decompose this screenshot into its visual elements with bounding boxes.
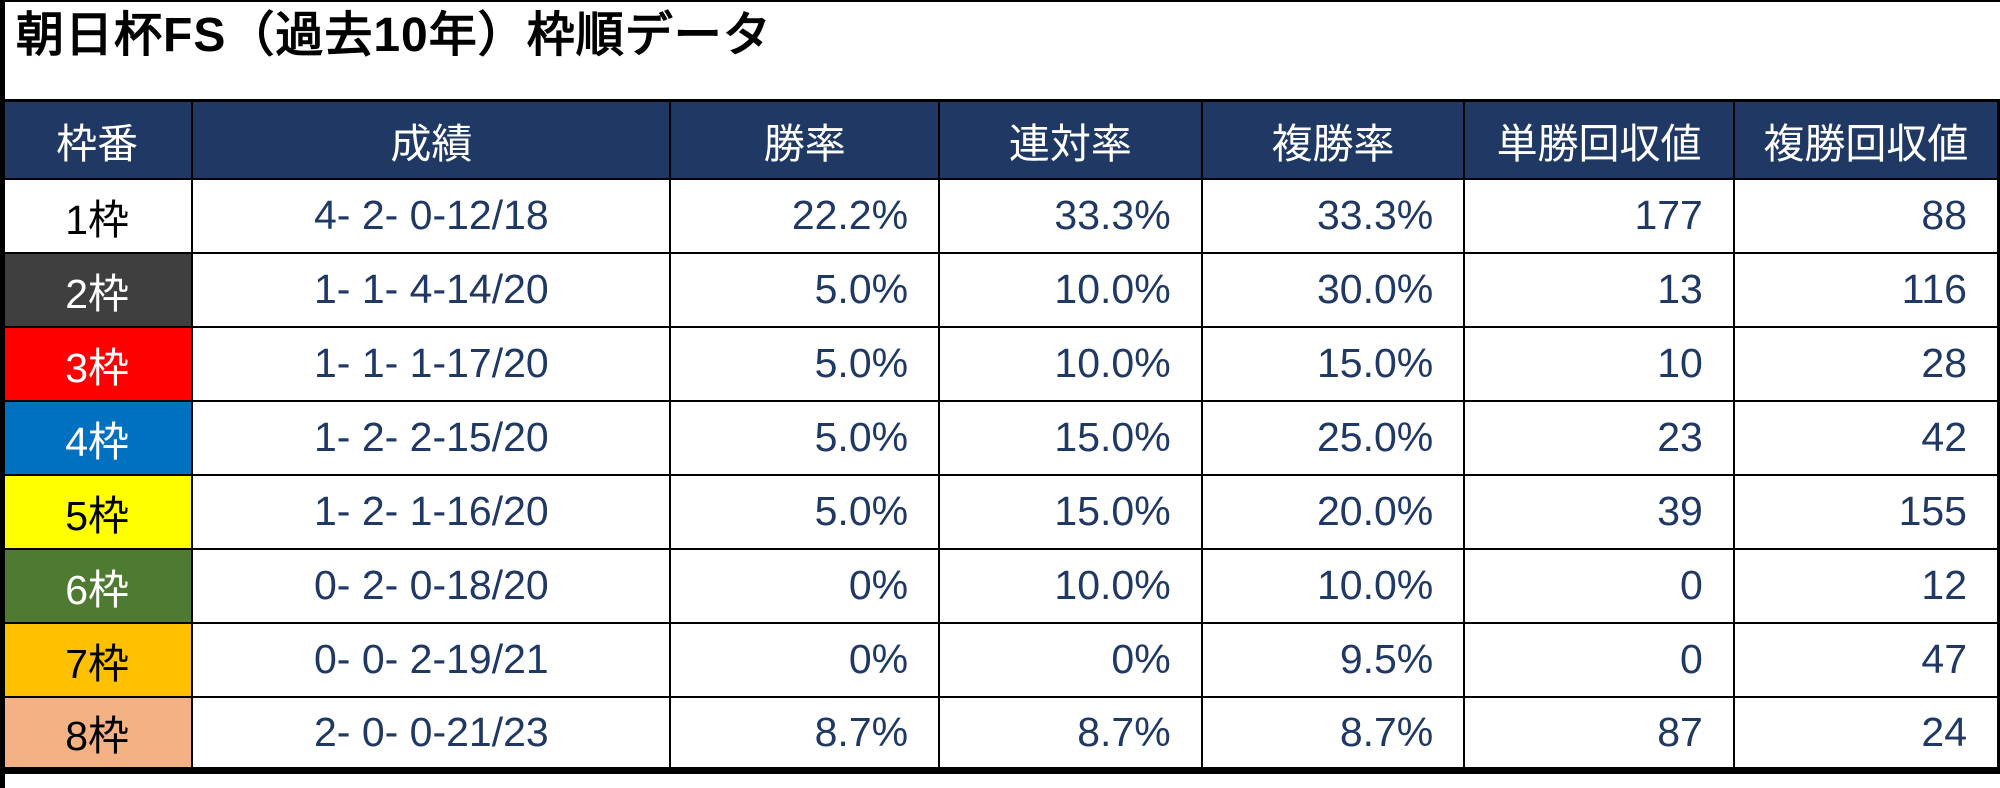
quinella-rate-cell: 15.0% <box>938 399 1203 476</box>
table-row: 5枠 1- 2- 1-16/20 5.0% 15.0% 20.0% 39 155 <box>0 473 2000 550</box>
quinella-rate-cell: 33.3% <box>938 177 1203 254</box>
record-cell: 1- 2- 2-15/20 <box>191 399 672 476</box>
show-rate-cell: 15.0% <box>1200 325 1466 402</box>
win-rate-cell: 5.0% <box>669 473 941 550</box>
show-rate-cell: 30.0% <box>1200 251 1466 328</box>
page-title: 朝日杯FS（過去10年）枠順データ <box>16 9 772 62</box>
show-payback-cell: 88 <box>1732 177 2000 254</box>
col-header-win-rate: 勝率 <box>669 99 941 180</box>
col-header-quinella-rate: 連対率 <box>938 99 1203 180</box>
show-payback-cell: 116 <box>1732 251 2000 328</box>
win-payback-cell: 23 <box>1463 399 1735 476</box>
win-rate-cell: 22.2% <box>669 177 941 254</box>
win-payback-cell: 10 <box>1463 325 1735 402</box>
win-payback-cell: 0 <box>1463 547 1735 624</box>
frame-cell: 2枠 <box>0 251 194 328</box>
win-payback-cell: 177 <box>1463 177 1735 254</box>
quinella-rate-cell: 0% <box>938 621 1203 698</box>
table-row: 6枠 0- 2- 0-18/20 0% 10.0% 10.0% 0 12 <box>0 547 2000 624</box>
win-rate-cell: 5.0% <box>669 325 941 402</box>
win-rate-cell: 0% <box>669 547 941 624</box>
quinella-rate-cell: 15.0% <box>938 473 1203 550</box>
col-header-win-payback: 単勝回収値 <box>1463 99 1735 180</box>
quinella-rate-cell: 10.0% <box>938 547 1203 624</box>
col-header-show-payback: 複勝回収値 <box>1732 99 2000 180</box>
win-payback-cell: 13 <box>1463 251 1735 328</box>
table-row: 2枠 1- 1- 4-14/20 5.0% 10.0% 30.0% 13 116 <box>0 251 2000 328</box>
show-rate-cell: 10.0% <box>1200 547 1466 624</box>
record-cell: 4- 2- 0-12/18 <box>191 177 672 254</box>
win-rate-cell: 5.0% <box>669 399 941 476</box>
record-cell: 1- 1- 4-14/20 <box>191 251 672 328</box>
show-payback-cell: 24 <box>1732 695 2000 772</box>
show-rate-cell: 8.7% <box>1200 695 1466 772</box>
table-row: 8枠 2- 0- 0-21/23 8.7% 8.7% 8.7% 87 24 <box>0 695 2000 772</box>
record-cell: 0- 0- 2-19/21 <box>191 621 672 698</box>
show-rate-cell: 20.0% <box>1200 473 1466 550</box>
show-payback-cell: 28 <box>1732 325 2000 402</box>
show-payback-cell: 155 <box>1732 473 2000 550</box>
col-header-record: 成績 <box>191 99 672 180</box>
show-rate-cell: 9.5% <box>1200 621 1466 698</box>
win-rate-cell: 5.0% <box>669 251 941 328</box>
record-cell: 1- 2- 1-16/20 <box>191 473 672 550</box>
table-row: 7枠 0- 0- 2-19/21 0% 0% 9.5% 0 47 <box>0 621 2000 698</box>
frame-cell: 6枠 <box>0 547 194 624</box>
col-header-show-rate: 複勝率 <box>1200 99 1466 180</box>
record-cell: 2- 0- 0-21/23 <box>191 695 672 772</box>
quinella-rate-cell: 10.0% <box>938 325 1203 402</box>
col-header-frame: 枠番 <box>0 99 194 180</box>
table-row: 3枠 1- 1- 1-17/20 5.0% 10.0% 15.0% 10 28 <box>0 325 2000 402</box>
win-rate-cell: 8.7% <box>669 695 941 772</box>
show-rate-cell: 33.3% <box>1200 177 1466 254</box>
frame-cell: 4枠 <box>0 399 194 476</box>
show-payback-cell: 42 <box>1732 399 2000 476</box>
frame-stats-table: 枠番 成績 勝率 連対率 複勝率 単勝回収値 複勝回収値 1枠 4- 2- 0-… <box>0 99 2000 774</box>
frame-cell: 5枠 <box>0 473 194 550</box>
record-cell: 1- 1- 1-17/20 <box>191 325 672 402</box>
table-row: 4枠 1- 2- 2-15/20 5.0% 15.0% 25.0% 23 42 <box>0 399 2000 476</box>
show-payback-cell: 47 <box>1732 621 2000 698</box>
frame-cell: 3枠 <box>0 325 194 402</box>
win-payback-cell: 0 <box>1463 621 1735 698</box>
win-rate-cell: 0% <box>669 621 941 698</box>
left-border-line <box>0 2 5 788</box>
header-row: 枠番 成績 勝率 連対率 複勝率 単勝回収値 複勝回収値 <box>0 99 2000 180</box>
win-payback-cell: 39 <box>1463 473 1735 550</box>
record-cell: 0- 2- 0-18/20 <box>191 547 672 624</box>
frame-cell: 7枠 <box>0 621 194 698</box>
show-payback-cell: 12 <box>1732 547 2000 624</box>
win-payback-cell: 87 <box>1463 695 1735 772</box>
show-rate-cell: 25.0% <box>1200 399 1466 476</box>
quinella-rate-cell: 10.0% <box>938 251 1203 328</box>
frame-cell: 1枠 <box>0 177 194 254</box>
quinella-rate-cell: 8.7% <box>938 695 1203 772</box>
frame-cell: 8枠 <box>0 695 194 772</box>
table-row: 1枠 4- 2- 0-12/18 22.2% 33.3% 33.3% 177 8… <box>0 177 2000 254</box>
